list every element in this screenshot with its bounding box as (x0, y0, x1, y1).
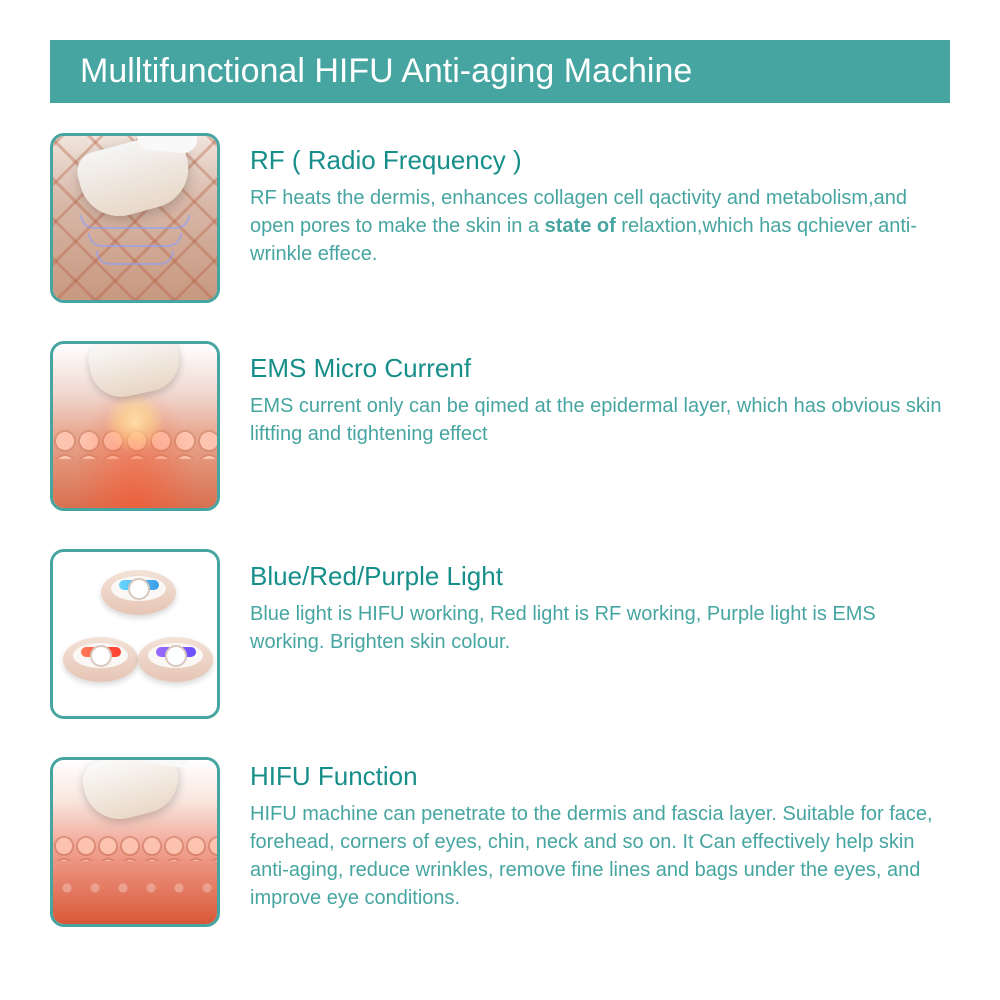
feature-text-light: Blue/Red/Purple Light Blue light is HIFU… (250, 549, 950, 656)
feature-row-hifu: HIFU Function HIFU machine can penetrate… (50, 757, 950, 927)
feature-desc-light: Blue light is HIFU working, Red light is… (250, 600, 950, 656)
feature-row-rf: RF ( Radio Frequency ) RF heats the derm… (50, 133, 950, 303)
feature-text-hifu: HIFU Function HIFU machine can penetrate… (250, 757, 950, 912)
feature-row-ems: EMS Micro Currenf EMS current only can b… (50, 341, 950, 511)
thumb-hifu (50, 757, 220, 927)
feature-desc-ems: EMS current only can be qimed at the epi… (250, 392, 950, 448)
thumb-ems (50, 341, 220, 511)
page-title: Mulltifunctional HIFU Anti-aging Machine (80, 52, 692, 90)
thumb-light (50, 549, 220, 719)
feature-desc-rf: RF heats the dermis, enhances collagen c… (250, 184, 950, 268)
feature-text-rf: RF ( Radio Frequency ) RF heats the derm… (250, 133, 950, 268)
thumb-rf (50, 133, 220, 303)
feature-title-rf: RF ( Radio Frequency ) (250, 145, 950, 176)
feature-text-ems: EMS Micro Currenf EMS current only can b… (250, 341, 950, 448)
feature-title-hifu: HIFU Function (250, 761, 950, 792)
feature-row-light: Blue/Red/Purple Light Blue light is HIFU… (50, 549, 950, 719)
feature-title-light: Blue/Red/Purple Light (250, 561, 950, 592)
page-title-bar: Mulltifunctional HIFU Anti-aging Machine (50, 40, 950, 103)
feature-desc-hifu: HIFU machine can penetrate to the dermis… (250, 800, 950, 912)
feature-title-ems: EMS Micro Currenf (250, 353, 950, 384)
